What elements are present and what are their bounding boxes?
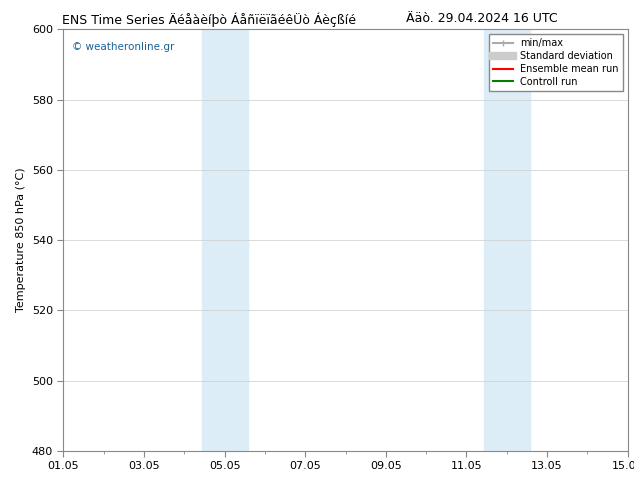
Bar [219, 29, 248, 451]
Legend: min/max, Standard deviation, Ensemble mean run, Controll run: min/max, Standard deviation, Ensemble me… [489, 34, 623, 91]
Bar [202, 29, 219, 451]
Bar [484, 29, 501, 451]
Text: © weatheronline.gr: © weatheronline.gr [72, 42, 174, 52]
Bar [501, 29, 530, 451]
Text: ENS Time Series Äéåàèíþò ÁåñïëïãéêÜò Áèçßíé: ENS Time Series Äéåàèíþò ÁåñïëïãéêÜò Áèç… [62, 12, 356, 27]
Text: Ääò. 29.04.2024 16 UTC: Ääò. 29.04.2024 16 UTC [406, 12, 558, 25]
Y-axis label: Temperature 850 hPa (°C): Temperature 850 hPa (°C) [16, 168, 26, 313]
